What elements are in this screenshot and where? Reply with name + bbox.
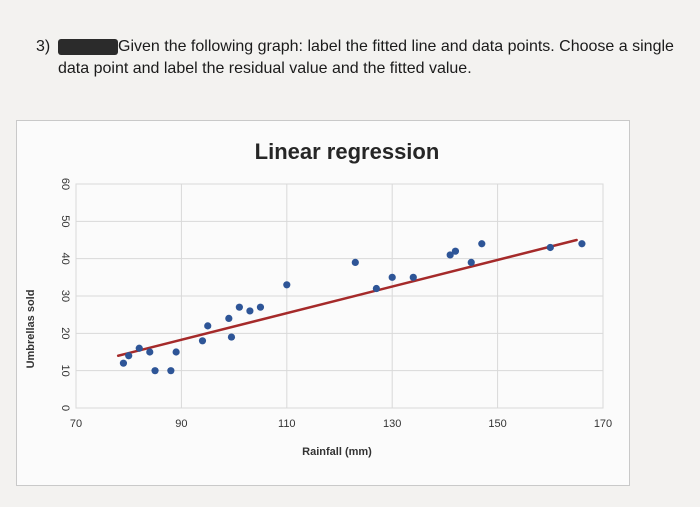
- data-point: [467, 258, 475, 266]
- y-tick-label: 20: [59, 327, 71, 339]
- x-tick-label: 90: [175, 418, 187, 430]
- redaction-mark: [58, 39, 118, 55]
- data-point: [172, 348, 180, 356]
- fitted-line: [116, 238, 578, 357]
- fit-line-layer: [116, 238, 578, 357]
- data-point: [283, 281, 291, 289]
- y-axis-title: Umbrellas sold: [25, 290, 37, 369]
- grid-layer: [75, 183, 604, 409]
- data-point: [409, 273, 417, 281]
- data-point: [146, 348, 154, 356]
- data-point-layer: [119, 240, 586, 375]
- data-point: [225, 314, 233, 322]
- data-point: [256, 303, 265, 311]
- y-tick-label: 40: [59, 253, 71, 265]
- x-tick-label: 70: [70, 418, 82, 430]
- data-point: [227, 333, 236, 341]
- x-tick-label: 150: [488, 418, 506, 430]
- y-tick-label: 10: [59, 365, 71, 377]
- data-point: [546, 243, 554, 252]
- data-point: [135, 344, 143, 352]
- y-tick-label: 30: [59, 290, 71, 302]
- data-point: [372, 284, 380, 293]
- axis-layer: 0 10 20 30 40 50 60 70 90 110 130 150 170: [59, 178, 612, 430]
- data-point: [167, 367, 175, 375]
- data-point: [478, 240, 486, 248]
- y-tick-label: 60: [59, 178, 71, 190]
- question-line-2: data point and label the residual value …: [58, 60, 472, 77]
- x-tick-label: 130: [383, 418, 401, 430]
- question-number: 3): [36, 38, 51, 55]
- data-point: [388, 273, 396, 281]
- chart-title: Linear regression: [255, 139, 440, 164]
- x-axis-title: Rainfall (mm): [302, 446, 372, 458]
- scatter-chart: 0 10 20 30 40 50 60 70 90 110 130 150 170 Linear reg…: [25, 139, 612, 458]
- data-point: [235, 303, 243, 311]
- data-point: [198, 337, 207, 345]
- data-point: [246, 307, 254, 315]
- data-point: [125, 352, 133, 360]
- y-tick-label: 0: [59, 405, 71, 411]
- data-point: [351, 258, 359, 266]
- data-point: [204, 322, 212, 330]
- data-point: [451, 247, 460, 255]
- data-point: [151, 367, 159, 375]
- question-line-1: Given the following graph: label the fit…: [118, 38, 674, 55]
- x-tick-label: 110: [278, 418, 296, 430]
- data-point: [119, 359, 128, 367]
- x-tick-label: 170: [594, 418, 612, 430]
- data-point: [446, 251, 454, 259]
- data-point: [578, 240, 586, 248]
- y-tick-label: 50: [59, 215, 71, 227]
- chart-frame: 0 10 20 30 40 50 60 70 90 110 130 150 170 Linear reg…: [16, 120, 630, 486]
